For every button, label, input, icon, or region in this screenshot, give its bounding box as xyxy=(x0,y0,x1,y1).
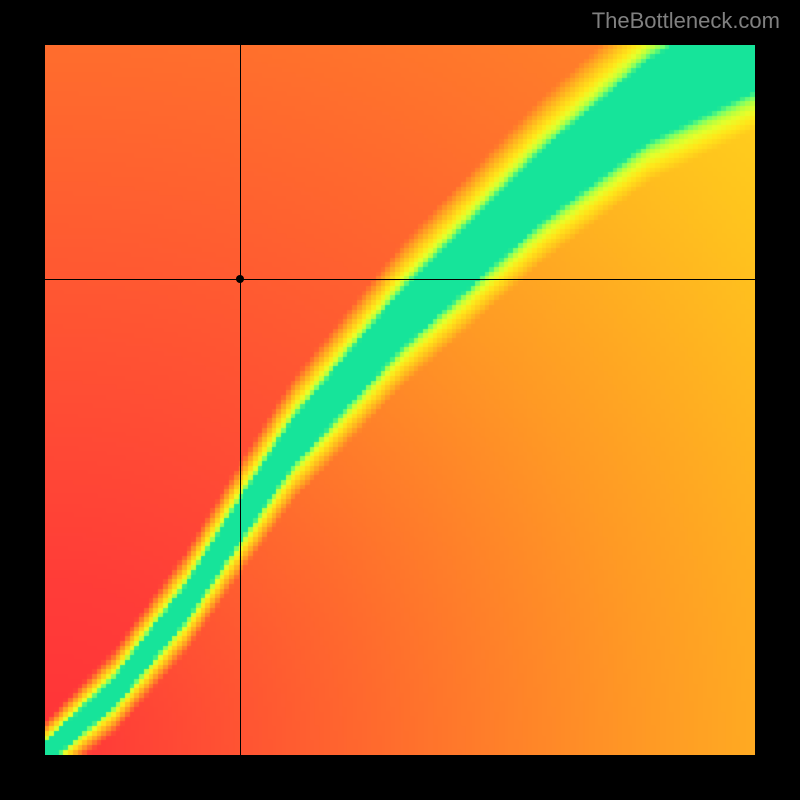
heatmap-plot xyxy=(45,45,755,755)
selection-marker xyxy=(236,275,244,283)
heatmap-canvas xyxy=(45,45,755,755)
watermark-text: TheBottleneck.com xyxy=(592,8,780,34)
crosshair-horizontal xyxy=(45,279,755,280)
crosshair-vertical xyxy=(240,45,241,755)
